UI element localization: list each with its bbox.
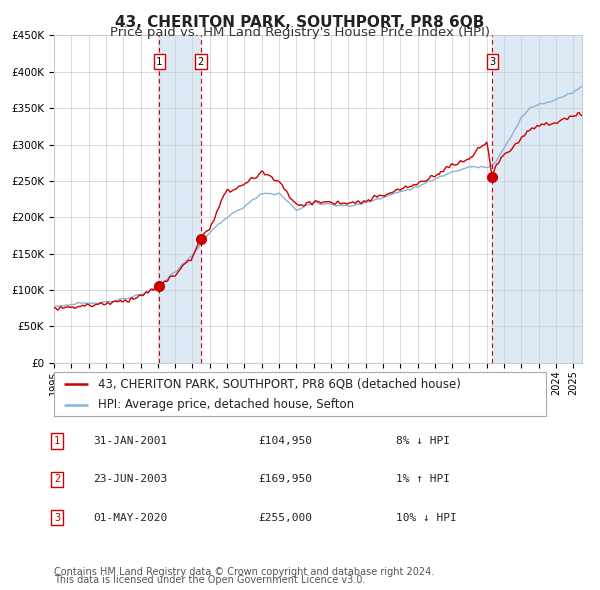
Text: This data is licensed under the Open Government Licence v3.0.: This data is licensed under the Open Gov… bbox=[54, 575, 365, 585]
Text: £104,950: £104,950 bbox=[258, 436, 312, 446]
Text: Contains HM Land Registry data © Crown copyright and database right 2024.: Contains HM Land Registry data © Crown c… bbox=[54, 567, 434, 577]
Text: 31-JAN-2001: 31-JAN-2001 bbox=[93, 436, 167, 446]
Text: 2: 2 bbox=[197, 57, 204, 67]
Text: £169,950: £169,950 bbox=[258, 474, 312, 484]
Text: 43, CHERITON PARK, SOUTHPORT, PR8 6QB (detached house): 43, CHERITON PARK, SOUTHPORT, PR8 6QB (d… bbox=[98, 378, 461, 391]
Text: 01-MAY-2020: 01-MAY-2020 bbox=[93, 513, 167, 523]
Bar bbox=[493, 35, 582, 363]
Text: HPI: Average price, detached house, Sefton: HPI: Average price, detached house, Seft… bbox=[98, 398, 355, 411]
Text: £255,000: £255,000 bbox=[258, 513, 312, 523]
Text: Price paid vs. HM Land Registry's House Price Index (HPI): Price paid vs. HM Land Registry's House … bbox=[110, 26, 490, 39]
Text: 43, CHERITON PARK, SOUTHPORT, PR8 6QB: 43, CHERITON PARK, SOUTHPORT, PR8 6QB bbox=[115, 15, 485, 30]
Text: 23-JUN-2003: 23-JUN-2003 bbox=[93, 474, 167, 484]
Text: 3: 3 bbox=[490, 57, 496, 67]
Text: 8% ↓ HPI: 8% ↓ HPI bbox=[396, 436, 450, 446]
Text: 1% ↑ HPI: 1% ↑ HPI bbox=[396, 474, 450, 484]
Text: 2: 2 bbox=[54, 474, 60, 484]
Text: 10% ↓ HPI: 10% ↓ HPI bbox=[396, 513, 457, 523]
Text: 3: 3 bbox=[54, 513, 60, 523]
Text: 1: 1 bbox=[156, 57, 163, 67]
Bar bbox=[159, 35, 201, 363]
Text: 1: 1 bbox=[54, 436, 60, 446]
